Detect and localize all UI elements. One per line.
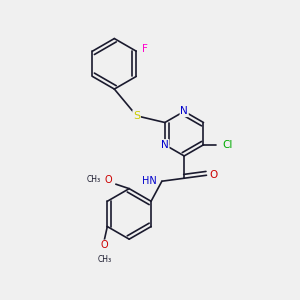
Text: O: O: [105, 175, 112, 185]
Text: N: N: [161, 140, 169, 150]
Text: N: N: [180, 106, 188, 116]
Text: HN: HN: [142, 176, 157, 186]
Text: CH₃: CH₃: [87, 175, 101, 184]
Text: S: S: [133, 111, 140, 121]
Text: Cl: Cl: [223, 140, 233, 150]
Text: O: O: [100, 240, 108, 250]
Text: F: F: [142, 44, 148, 54]
Text: CH₃: CH₃: [97, 255, 111, 264]
Text: O: O: [209, 170, 217, 180]
